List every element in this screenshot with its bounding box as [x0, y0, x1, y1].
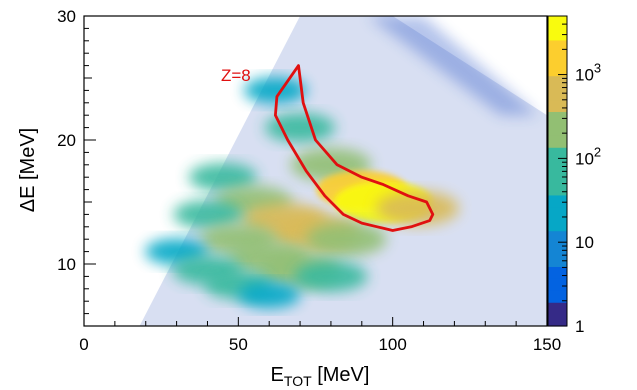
- colorbar-segment: [548, 302, 567, 315]
- colorbar-segment: [548, 230, 567, 244]
- heatmap-layer: [139, 16, 547, 326]
- colorbar-segment: [548, 194, 567, 208]
- colorbar-segment: [548, 99, 567, 112]
- heatmap-cell: [188, 163, 257, 192]
- colorbar-segment: [548, 278, 567, 291]
- heatmap-cell: [375, 190, 459, 226]
- axes: 0 50 100 150 10 20 30: [57, 7, 561, 354]
- z8-contour: [273, 64, 435, 232]
- x-axis-title-unit: [MeV]: [312, 364, 370, 386]
- heatmap-cell: [237, 281, 301, 309]
- colorbar-segment: [548, 39, 567, 53]
- plot-frame: [83, 15, 548, 327]
- colorbar-segment: [548, 111, 567, 124]
- colorbar-segment: [548, 27, 567, 41]
- x-tick-label: 100: [378, 335, 406, 354]
- y-tick-label: 20: [57, 131, 76, 150]
- heatmap-upper-band: [367, 16, 538, 116]
- colorbar-segment: [548, 87, 567, 101]
- colorbar-segment: [548, 159, 567, 172]
- x-tick-label: 150: [533, 335, 561, 354]
- colorbar-segment: [548, 171, 567, 184]
- heatmap-band-3: [145, 238, 301, 309]
- heatmap-cell: [173, 200, 242, 229]
- x-tick-label: 50: [229, 335, 248, 354]
- colorbar-segment: [548, 182, 567, 196]
- y-tick-label: 30: [57, 7, 76, 26]
- colorbar-segment: [548, 266, 567, 279]
- colorbar-segment: [548, 16, 567, 29]
- colorbar-segment: [548, 135, 567, 148]
- colorbar-tick-label: 10: [575, 233, 594, 252]
- colorbar-segment: [548, 123, 567, 136]
- colorbar-segment: [548, 147, 567, 160]
- colorbar-segment: [548, 314, 567, 327]
- x-axis-title-sub: TOT: [284, 373, 312, 389]
- colorbar-segment: [548, 63, 567, 77]
- colorbar-tick-label: 1: [575, 317, 584, 336]
- heatmap-cell: [294, 261, 368, 292]
- colorbar-segment: [548, 218, 567, 232]
- heatmap-band-2: [173, 200, 368, 292]
- colorbar-segment: [548, 290, 567, 303]
- colorbar-tick-label: 103: [575, 61, 601, 85]
- colorbar-segment: [548, 75, 567, 89]
- colorbar-segment: [548, 254, 567, 267]
- heatmap-cell: [306, 222, 387, 256]
- x-axis-title-main: E: [271, 364, 284, 386]
- colorbar-segment: [548, 242, 567, 256]
- y-tick-label: 10: [57, 255, 76, 274]
- contour-label: Z=8: [221, 66, 251, 85]
- x-tick-label: 0: [79, 335, 88, 354]
- heatmap-cell: [243, 77, 307, 104]
- heatmap-cell: [264, 112, 336, 143]
- colorbar-segment: [548, 206, 567, 220]
- x-axis-title: ETOT [MeV]: [271, 364, 370, 389]
- colorbar-segment: [548, 51, 567, 65]
- colorbar-tick-label: 102: [575, 144, 601, 168]
- y-axis-title: ΔE [MeV]: [17, 128, 39, 213]
- colorbar: 1 10 102 103: [547, 15, 601, 336]
